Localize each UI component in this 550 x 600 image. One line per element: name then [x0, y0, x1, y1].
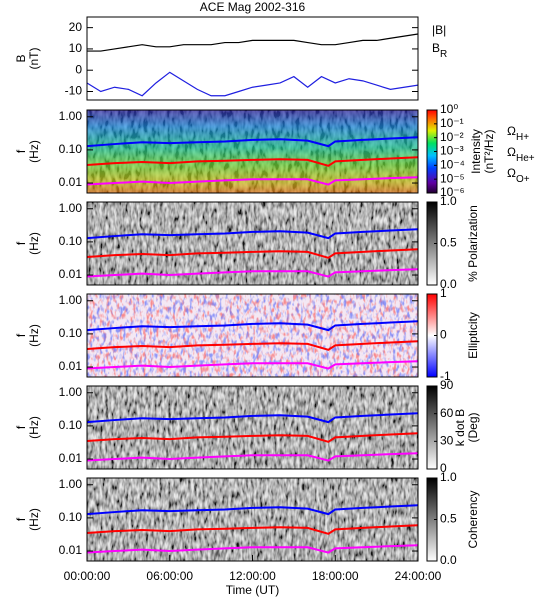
colorbar-tick-label: 1 [440, 286, 447, 300]
plot-frame [86, 109, 419, 194]
y-axis-title: (Hz) [27, 508, 41, 531]
colorbar-tick-label: 30 [440, 434, 454, 448]
colorbar-tick-label: -1 [440, 369, 451, 383]
y-axis-title: (nT) [27, 48, 41, 70]
y-axis-title: (Hz) [27, 324, 41, 347]
plot-frame [86, 293, 419, 378]
spectrogram-noise [87, 294, 418, 377]
gyrofrequency-line [86, 452, 419, 462]
colorbar-tick-label: 90 [440, 378, 454, 392]
y-axis-title: f [14, 517, 28, 521]
y-tick-label: 1.00 [59, 385, 83, 399]
colorbar-tick-label: 1.0 [440, 470, 457, 484]
colorbar-tick-label: 0 [440, 461, 447, 475]
colorbar-tick-label: 10⁻² [440, 130, 464, 144]
y-tick-label: 0.01 [59, 451, 83, 465]
gyrofrequency-line [86, 268, 419, 278]
colorbar-tick-label: 60 [440, 406, 454, 420]
colorbar-tick-label: 0 [440, 328, 447, 342]
y-axis-title: B [14, 54, 28, 62]
y-tick-label: -10 [65, 84, 83, 98]
colorbar-title: Coherency [466, 490, 480, 548]
spectrogram-noise [87, 202, 418, 285]
colorbar-tick-label: 10⁻⁶ [440, 185, 465, 199]
y-tick-label: 0 [75, 62, 82, 76]
legend-label: BR [432, 41, 447, 60]
colorbar-tick-label: 0.5 [440, 512, 457, 526]
legend-label: ΩHe+ [507, 145, 535, 164]
legend-label: |B| [432, 23, 446, 37]
gyrofrequency-line [86, 412, 419, 424]
x-axis-title: Time (UT) [226, 583, 280, 597]
legend-label: ΩH+ [507, 124, 529, 143]
y-tick-label: 0.01 [59, 543, 83, 557]
y-tick-label: 1.00 [59, 201, 83, 215]
x-tick-label: 18:00:00 [312, 569, 359, 583]
gyrofrequency-line [86, 504, 419, 516]
spectrogram-noise [87, 478, 418, 561]
colorbar-title: (Deg) [466, 412, 480, 442]
chart-title: ACE Mag 2002-316 [200, 0, 306, 14]
y-tick-label: 0.10 [59, 510, 83, 524]
x-tick-label: 12:00:00 [229, 569, 276, 583]
colorbar-tick-label: 0.5 [440, 236, 457, 250]
y-axis-title: f [14, 241, 28, 245]
y-axis-title: f [14, 425, 28, 429]
y-axis-title: f [14, 333, 28, 337]
gyrofrequency-line [86, 136, 419, 148]
y-tick-label: 1.00 [59, 109, 83, 123]
colorbar-tick-label: 10⁻¹ [440, 116, 464, 130]
colorbar-tick-label: 1.0 [440, 194, 457, 208]
y-tick-label: 0.10 [59, 142, 83, 156]
y-tick-label: 0.01 [59, 175, 83, 189]
colorbar-title: k dot B [453, 409, 467, 446]
colorbar-tick-label: 10⁻⁴ [440, 158, 465, 172]
y-tick-label: 10 [69, 41, 83, 55]
data-line [86, 71, 419, 97]
y-axis-title: (Hz) [27, 416, 41, 439]
gyrofrequency-line [86, 248, 419, 259]
spectrogram-noise [87, 386, 418, 469]
gyrofrequency-line [86, 228, 419, 240]
legend-label: ΩO+ [507, 166, 530, 185]
y-tick-label: 0.10 [59, 418, 83, 432]
y-axis-title: (Hz) [27, 140, 41, 163]
colorbar-tick-label: 10⁻³ [440, 144, 464, 158]
colorbar-title: Intensity [469, 129, 483, 174]
y-tick-label: 1.00 [59, 477, 83, 491]
colorbar-title: (nT²/Hz) [482, 130, 496, 174]
y-tick-label: 0.01 [59, 359, 83, 373]
gyrofrequency-line [86, 524, 419, 535]
colorbar-title: Ellipticity [466, 312, 480, 359]
gyrofrequency-line [86, 340, 419, 351]
gyrofrequency-line [86, 544, 419, 554]
colorbar [426, 385, 438, 470]
y-axis-title: (Hz) [27, 232, 41, 255]
plot-frame [86, 201, 419, 286]
x-tick-label: 00:00:00 [64, 569, 111, 583]
colorbar-tick-label: 0.0 [440, 553, 457, 567]
gyrofrequency-line [86, 360, 419, 370]
gyrofrequency-line [86, 320, 419, 332]
plot-frame [86, 16, 419, 101]
y-tick-label: 1.00 [59, 293, 83, 307]
y-axis-title: f [14, 149, 28, 153]
x-tick-label: 24:00:00 [395, 569, 442, 583]
spectrogram-noise [87, 110, 418, 193]
colorbar-title: % Polarization [466, 205, 480, 282]
gyrofrequency-line [86, 156, 419, 167]
gyrofrequency-line [86, 176, 419, 186]
colorbar-tick-label: 10⁰ [440, 102, 458, 116]
data-line [87, 33, 419, 52]
colorbar-tick-label: 0.0 [440, 277, 457, 291]
x-tick-label: 06:00:00 [146, 569, 193, 583]
y-tick-label: 0.01 [59, 267, 83, 281]
y-tick-label: 0.10 [59, 326, 83, 340]
y-tick-label: 20 [69, 20, 83, 34]
y-tick-label: 0.10 [59, 234, 83, 248]
plot-frame [86, 385, 419, 470]
gyrofrequency-line [86, 432, 419, 443]
colorbar-tick-label: 10⁻⁵ [440, 171, 465, 185]
